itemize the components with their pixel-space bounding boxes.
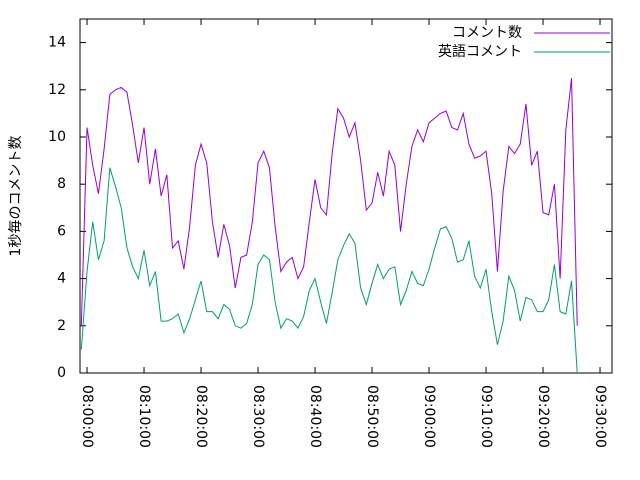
y-tick-label: 8 bbox=[57, 176, 66, 192]
plot-frame bbox=[79, 18, 613, 374]
y-axis-label: 1秒毎のコメント数 bbox=[8, 136, 24, 257]
x-tick-label: 08:50:00 bbox=[364, 385, 380, 448]
legend-label: 英語コメント bbox=[438, 43, 522, 60]
x-tick-label: 09:30:00 bbox=[592, 385, 608, 448]
x-tick-label: 08:20:00 bbox=[193, 385, 209, 448]
x-tick-label: 08:00:00 bbox=[79, 385, 95, 448]
legend-label: コメント数 bbox=[452, 25, 522, 41]
y-tick-label: 0 bbox=[57, 365, 66, 381]
data-line bbox=[80, 77, 578, 326]
x-tick-label: 08:10:00 bbox=[136, 385, 152, 448]
data-line bbox=[80, 167, 578, 374]
x-tick-label: 09:10:00 bbox=[478, 385, 494, 448]
y-tick-label: 6 bbox=[57, 223, 66, 239]
x-tick-label: 09:20:00 bbox=[535, 385, 551, 448]
x-tick-label: 09:00:00 bbox=[421, 385, 437, 448]
y-tick-label: 10 bbox=[48, 129, 66, 145]
x-tick-label: 08:40:00 bbox=[307, 385, 323, 448]
y-tick-label: 2 bbox=[57, 318, 66, 334]
y-tick-label: 4 bbox=[57, 271, 66, 287]
x-tick-label: 08:30:00 bbox=[250, 385, 266, 448]
y-tick-label: 14 bbox=[48, 35, 66, 51]
y-tick-label: 12 bbox=[48, 82, 66, 98]
